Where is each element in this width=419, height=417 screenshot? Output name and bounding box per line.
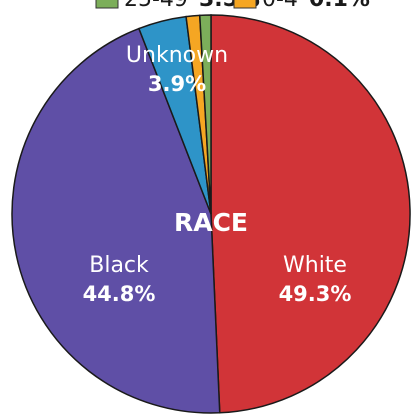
pie-labels: White 49.3% Black 44.8% Unknown 3.9%	[83, 43, 352, 306]
slice-value-unknown: 3.9%	[148, 72, 206, 96]
legend-label-25-49: 25-49	[124, 0, 188, 12]
pie-slices	[11, 14, 411, 414]
legend: 25-49 3.5% 0-4 0.1%	[95, 0, 370, 12]
chart-title: RACE	[174, 208, 248, 237]
slice-value-white: 49.3%	[279, 282, 352, 306]
pie-slice-segment-4	[198, 14, 212, 215]
slice-value-black: 44.8%	[83, 282, 156, 306]
slice-label-unknown: Unknown	[126, 43, 228, 68]
legend-value-0-4: 0.1%	[309, 0, 370, 12]
legend-swatch-25-49	[95, 0, 119, 9]
pie-slice-black	[11, 27, 221, 414]
slice-label-black: Black	[89, 253, 149, 278]
svg-text:0-4 0.1%: 0-4 0.1%	[262, 0, 370, 12]
legend-swatch-0-4	[233, 0, 257, 9]
legend-label-0-4: 0-4	[262, 0, 298, 12]
pie-slice-white	[210, 14, 411, 414]
slice-label-white: White	[283, 253, 347, 278]
